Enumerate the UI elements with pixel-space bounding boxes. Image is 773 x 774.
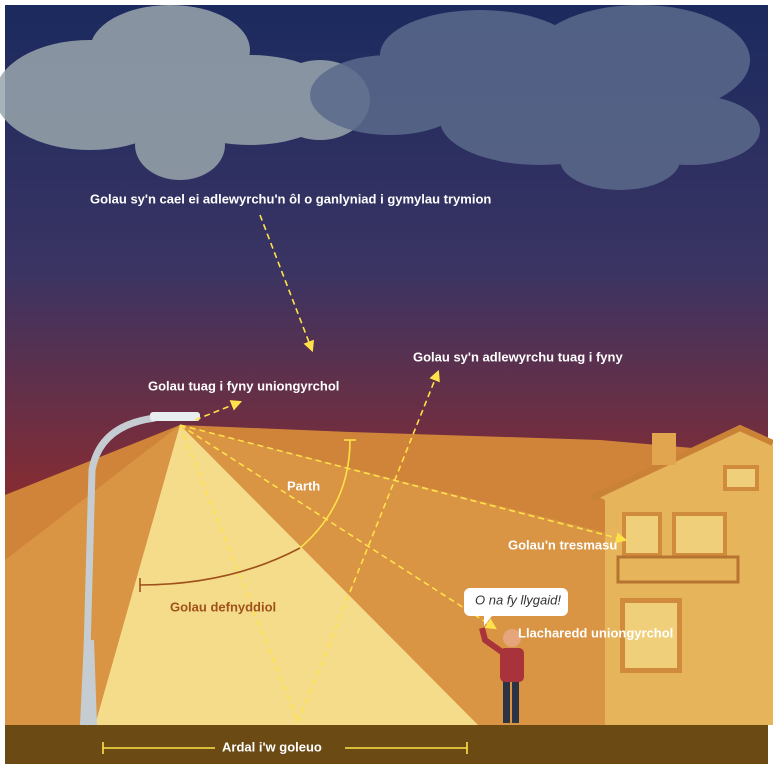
label: Golau defnyddiol [170,599,276,614]
ground [5,725,768,764]
label: Golau tuag i fyny uniongyrchol [148,378,339,393]
speech-text: O na fy llygaid! [475,592,561,607]
label: Llacharedd uniongyrchol [518,625,673,640]
label: Ardal i'w goleuo [222,739,322,754]
label: Golau sy'n cael ei adlewyrchu'n ôl o gan… [90,191,491,206]
illustration: Golau sy'n cael ei adlewyrchu'n ôl o gan… [0,0,773,769]
label: Golau'n tresmasu [508,537,617,552]
label: Golau sy'n adlewyrchu tuag i fyny [413,349,623,364]
label: Parth [287,478,320,493]
